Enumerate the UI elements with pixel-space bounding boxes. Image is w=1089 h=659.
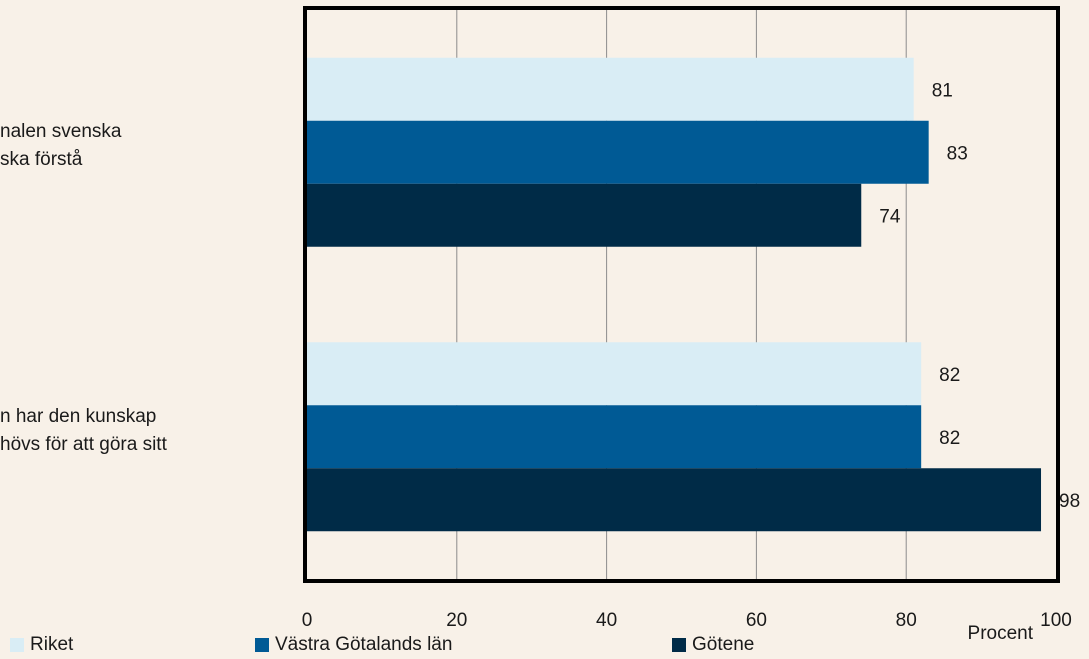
- legend-label: Västra Götalands län: [275, 634, 453, 655]
- legend-label: Riket: [30, 634, 74, 655]
- x-tick-label: 0: [302, 610, 313, 631]
- bar: [307, 468, 1042, 532]
- data-label: 98: [1059, 491, 1080, 512]
- legend-item: Riket: [10, 634, 73, 656]
- bar: [307, 57, 914, 121]
- data-label: 82: [939, 428, 960, 449]
- data-label: 81: [932, 80, 953, 101]
- legend: Riket Västra Götalands län Götene: [10, 634, 1080, 658]
- category-label-line: n har den kunskap: [0, 405, 157, 427]
- legend-item: Götene: [672, 634, 754, 656]
- legend-label: Götene: [692, 634, 755, 655]
- bars: [307, 57, 1042, 532]
- x-axis-label: Procent: [968, 623, 1034, 644]
- data-label: 83: [947, 143, 968, 164]
- legend-swatch: [672, 638, 686, 652]
- data-label: 74: [879, 206, 901, 227]
- bar: [307, 120, 929, 184]
- category-label-line: hövs för att göra sitt: [0, 433, 167, 455]
- data-labels: 81 83 74 82 82 98: [879, 80, 1080, 512]
- x-tick-label: 80: [896, 610, 917, 631]
- x-tick-label: 60: [746, 610, 767, 631]
- category-label-line: ska förstå: [0, 149, 83, 171]
- x-tick-labels: 0 20 40 60 80 100: [302, 610, 1072, 631]
- bar: [307, 405, 922, 469]
- x-tick-label: 20: [446, 610, 467, 631]
- bar: [307, 183, 862, 247]
- legend-swatch: [255, 638, 269, 652]
- x-tick-label: 100: [1040, 610, 1072, 631]
- data-label: 82: [939, 365, 960, 386]
- legend-swatch: [10, 638, 24, 652]
- category-label-line: nalen svenska: [0, 121, 122, 143]
- bar: [307, 342, 922, 406]
- plot-frame: [303, 6, 1060, 583]
- x-tick-label: 40: [596, 610, 617, 631]
- category-label: nalen svenska ska förstå: [0, 118, 300, 174]
- legend-item: Västra Götalands län: [255, 634, 452, 656]
- category-label: n har den kunskap hövs för att göra sitt: [0, 403, 300, 459]
